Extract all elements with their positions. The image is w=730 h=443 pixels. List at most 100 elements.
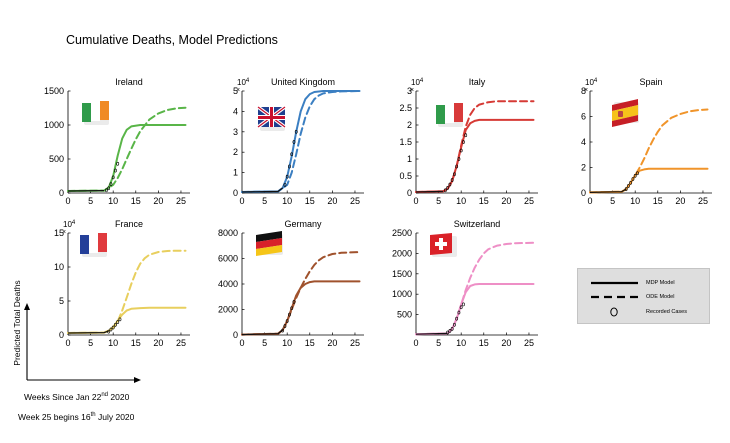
y-tick-label: 5	[233, 86, 238, 96]
recorded-early-trace	[415, 190, 444, 193]
week-note: Week 25 begins 16th July 2020	[18, 412, 134, 422]
italy-flag	[436, 103, 463, 127]
axis-multiplier: 104	[585, 78, 598, 87]
spain-flag	[612, 99, 639, 127]
recorded-case-point	[292, 299, 296, 304]
recorded-early-trace	[67, 330, 109, 334]
y-tick-label: 1.5	[399, 137, 412, 147]
axis-multiplier-mark: ×	[584, 87, 588, 94]
recorded-case-point	[448, 182, 452, 187]
flag-stripe	[256, 245, 282, 256]
ode-model-line	[241, 90, 361, 193]
mdp-model-line	[415, 283, 535, 336]
flag-stripe	[445, 104, 454, 123]
x-tick-label: 5	[610, 196, 615, 206]
x-tick-label: 5	[262, 196, 267, 206]
x-tick-label: 0	[65, 196, 70, 206]
chart-switzerland: 0 5 10 15 20 25 500 1000 1500 2000 2500 Switzerland	[392, 219, 538, 348]
recorded-case-point	[105, 188, 108, 193]
x-tick-label: 0	[239, 338, 244, 348]
y-tick-label: 3	[407, 86, 412, 96]
recorded-early-trace	[241, 329, 284, 336]
recorded-case-point	[453, 172, 456, 177]
x-tick-label: 20	[153, 338, 163, 348]
x-tick-label: 10	[456, 196, 466, 206]
flag-stripe	[100, 101, 109, 120]
global-x-arrow-head	[134, 377, 141, 383]
y-tick-label: 0	[233, 330, 238, 340]
recorded-case-point	[109, 327, 113, 332]
ireland-flag	[82, 101, 109, 125]
legend-label-ode: ODE Model	[646, 294, 675, 300]
axis-multiplier-mark: ×	[236, 87, 240, 94]
x-tick-label: 15	[479, 196, 489, 206]
y-tick-label: 6000	[218, 254, 238, 264]
chart-title: France	[115, 219, 143, 229]
x-tick-label: 5	[436, 338, 441, 348]
axis-multiplier: 104	[237, 78, 250, 87]
flag-stripe	[612, 115, 638, 127]
axis-multiplier: 104	[63, 220, 76, 229]
recorded-case-point	[629, 180, 633, 185]
recorded-case-point	[446, 330, 450, 335]
flag-stripe	[436, 105, 445, 124]
chart-title: Italy	[469, 77, 486, 87]
y-tick-label: 4	[581, 137, 586, 147]
recorded-case-point	[292, 140, 296, 144]
x-tick-label: 0	[65, 338, 70, 348]
ode-model-line	[589, 108, 709, 194]
recorded-case-point	[283, 182, 287, 187]
figure-title: Cumulative Deaths, Model Predictions	[66, 33, 278, 47]
x-tick-label: 25	[350, 196, 360, 206]
y-tick-label: 1000	[44, 120, 64, 130]
y-tick-label: 1000	[392, 289, 412, 299]
x-tick-label: 20	[153, 196, 163, 206]
x-tick-label: 10	[456, 338, 466, 348]
y-tick-label: 1500	[44, 86, 64, 96]
global-y-arrow-head	[24, 303, 30, 310]
recorded-case-point	[290, 152, 294, 157]
y-tick-label: 2000	[218, 305, 238, 315]
flag-stripe	[454, 103, 463, 122]
x-tick-label: 15	[305, 338, 315, 348]
mdp-model-line	[241, 280, 361, 336]
y-tick-label: 15	[54, 228, 64, 238]
recorded-case-point	[109, 182, 113, 187]
recorded-case-point	[288, 312, 291, 317]
axis-multiplier-mark: ×	[410, 87, 414, 94]
legend-label-mdp: MDP Model	[646, 280, 675, 286]
y-tick-label: 6	[581, 112, 586, 122]
recorded-case-point	[285, 174, 289, 179]
legend: MDP Model ODE Model Recorded Cases	[577, 268, 710, 324]
y-tick-label: 10	[54, 262, 64, 272]
y-tick-label: 0	[59, 188, 64, 198]
x-tick-label: 5	[262, 338, 267, 348]
recorded-case-point	[455, 316, 459, 321]
recorded-case-point	[627, 184, 630, 188]
x-tick-label: 15	[479, 338, 489, 348]
y-tick-label: 1	[407, 154, 412, 164]
recorded-case-point	[446, 185, 450, 190]
recorded-case-point	[116, 161, 120, 166]
france-flag	[80, 233, 107, 257]
flag-crest	[618, 111, 623, 117]
flag-stripe	[89, 234, 98, 253]
week-note-text: Week 25 begins 16	[18, 412, 91, 422]
y-tick-label: 2	[233, 147, 238, 157]
x-axis-note: Weeks Since Jan 22nd 2020	[24, 392, 129, 402]
chart-title: Spain	[639, 77, 662, 87]
x-tick-label: 25	[524, 338, 534, 348]
ode-model-line	[67, 249, 187, 334]
x-tick-label: 15	[653, 196, 663, 206]
recorded-case-point	[285, 319, 289, 323]
recorded-case-point	[450, 326, 454, 331]
flag-stripe	[82, 103, 91, 122]
flag-stripe	[91, 102, 100, 121]
flag-cross	[435, 242, 447, 246]
flag-stripe	[98, 233, 107, 252]
y-tick-label: 8000	[218, 228, 238, 238]
